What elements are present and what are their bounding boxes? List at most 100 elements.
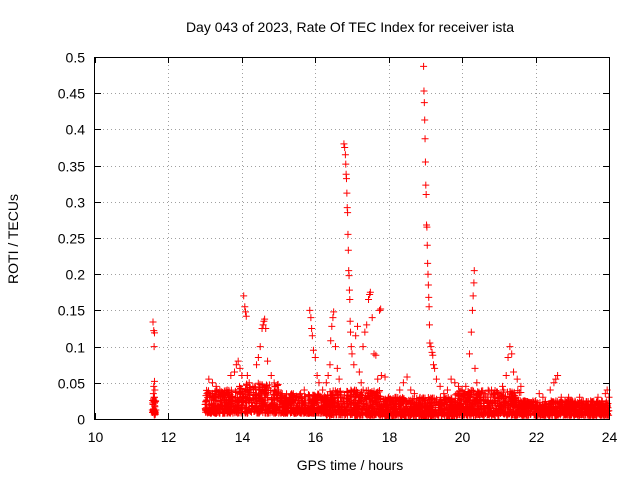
data-point: [300, 406, 308, 414]
data-point: [266, 403, 274, 411]
data-point: [430, 401, 438, 409]
data-point: [341, 144, 349, 151]
data-point: [263, 394, 271, 402]
data-point: [425, 321, 433, 329]
data-point: [420, 87, 428, 95]
data-point: [473, 379, 481, 387]
data-point: [425, 303, 433, 311]
data-point: [493, 404, 501, 412]
y-tick-label: 0: [77, 412, 85, 428]
data-point: [315, 404, 323, 412]
data-point: [243, 372, 251, 380]
data-point: [381, 373, 389, 381]
data-point: [493, 389, 501, 397]
axis-ticks: 0 0.05 0.1 0.15 0.2 0.25 0.3 0.35 0.4 0.45 0.5 10 12…: [58, 50, 618, 446]
data-point: [521, 397, 529, 405]
data-point: [554, 372, 562, 380]
data-point: [258, 400, 266, 408]
data-point: [304, 408, 312, 416]
data-point: [392, 393, 400, 401]
data-point: [150, 377, 158, 385]
data-point: [363, 321, 371, 329]
data-point: [343, 189, 351, 197]
data-point: [370, 408, 378, 416]
data-point: [528, 401, 536, 409]
data-point: [374, 375, 382, 383]
x-tick-label: 12: [161, 429, 177, 445]
data-point: [453, 390, 461, 398]
data-point: [307, 396, 315, 404]
data-point: [289, 408, 297, 416]
data-point: [344, 209, 352, 217]
y-tick-label: 0.2: [66, 267, 86, 283]
data-point: [477, 393, 484, 401]
data-point: [259, 321, 267, 329]
data-point: [216, 395, 224, 403]
data-point: [422, 181, 430, 189]
data-point: [253, 361, 261, 369]
data-point: [423, 223, 431, 231]
data-point: [460, 399, 468, 407]
x-tick-label: 20: [455, 429, 471, 445]
data-point: [368, 404, 376, 412]
data-point: [255, 393, 263, 401]
data-point: [150, 343, 158, 351]
data-point: [431, 364, 439, 372]
data-point: [423, 241, 431, 249]
y-tick-label: 0.45: [58, 86, 85, 102]
data-point: [534, 402, 542, 410]
data-point: [444, 393, 452, 401]
data-point: [236, 382, 244, 390]
data-point: [373, 399, 381, 407]
data-point: [407, 411, 415, 419]
data-point: [543, 401, 551, 409]
data-point: [407, 386, 415, 394]
data-point: [336, 403, 344, 411]
data-point: [561, 397, 569, 405]
data-point: [548, 398, 556, 406]
data-point: [334, 397, 342, 405]
data-point: [347, 343, 355, 351]
data-point: [367, 392, 375, 400]
data-point: [231, 368, 239, 376]
data-point: [361, 328, 369, 336]
data-point: [579, 397, 587, 405]
data-point: [241, 303, 249, 311]
data-point: [495, 390, 503, 398]
data-point: [475, 406, 483, 414]
data-point: [151, 386, 159, 394]
data-point: [427, 343, 435, 351]
data-point: [281, 394, 289, 402]
data-point: [376, 386, 384, 394]
data-point: [521, 404, 529, 412]
data-point: [258, 381, 266, 389]
data-point: [451, 404, 459, 412]
data-point: [403, 373, 411, 381]
data-point: [421, 158, 429, 166]
data-point: [322, 379, 330, 387]
data-point: [436, 393, 444, 401]
y-tick-label: 0.1: [66, 340, 86, 356]
data-point: [203, 390, 211, 398]
data-point: [534, 407, 542, 415]
data-point: [227, 372, 235, 380]
data-point: [297, 390, 305, 398]
data-point: [555, 403, 563, 411]
data-point: [513, 397, 521, 405]
data-point: [359, 343, 367, 351]
data-point: [422, 407, 430, 415]
data-point: [428, 406, 436, 414]
data-point: [353, 401, 361, 409]
data-point: [344, 411, 352, 419]
data-point: [504, 353, 512, 361]
data-point: [240, 292, 248, 300]
data-point: [467, 402, 475, 410]
data-point: [428, 348, 436, 356]
data-point: [480, 402, 488, 410]
data-point: [504, 388, 512, 396]
data-point: [204, 394, 212, 402]
data-point: [341, 406, 349, 414]
data-point: [367, 399, 375, 407]
data-point: [432, 375, 440, 383]
data-point: [480, 390, 488, 398]
